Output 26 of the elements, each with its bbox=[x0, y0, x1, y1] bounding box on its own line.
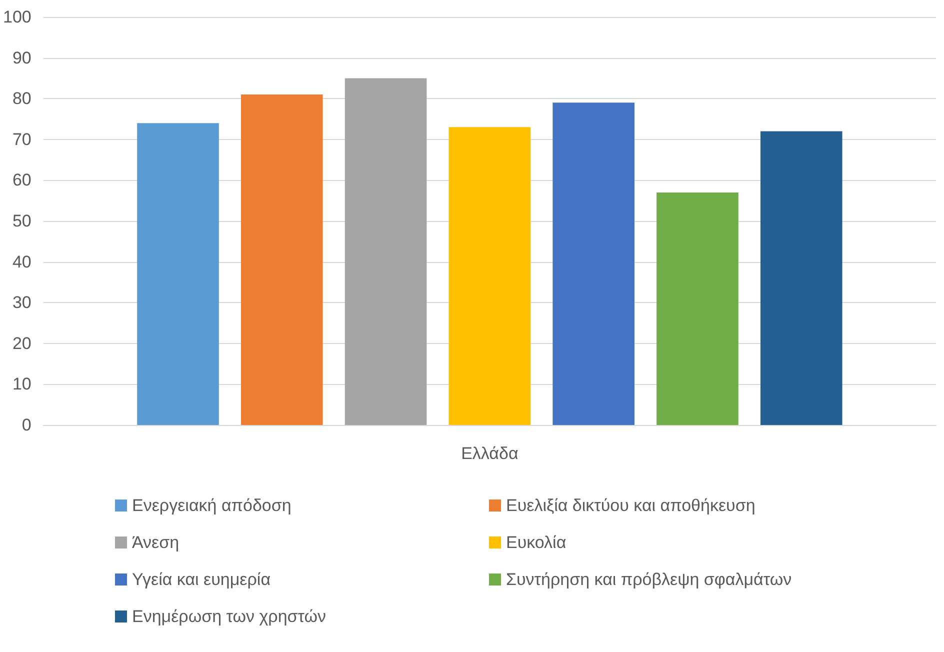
y-tick-label: 70 bbox=[12, 130, 32, 149]
legend-label: Άνεση bbox=[132, 533, 180, 552]
bar bbox=[760, 131, 842, 425]
y-tick-label: 80 bbox=[12, 89, 32, 108]
y-tick-label: 0 bbox=[22, 416, 32, 434]
x-tick-label: Ελλάδα bbox=[461, 444, 518, 463]
bar bbox=[656, 192, 738, 425]
legend-label: Ευκολία bbox=[506, 533, 566, 552]
bar bbox=[344, 78, 427, 425]
y-tick-label: 30 bbox=[12, 293, 32, 312]
y-tick-label: 40 bbox=[12, 252, 32, 272]
y-tick-label: 90 bbox=[12, 48, 32, 68]
bar bbox=[137, 123, 219, 425]
legend-label: Ενημέρωση των χρηστών bbox=[132, 607, 326, 626]
legend-label: Συντήρηση και πρόβλεψη σφαλμάτων bbox=[506, 570, 792, 589]
bar bbox=[448, 127, 531, 425]
bar bbox=[552, 102, 634, 425]
legend-label: Ευελιξία δικτύου και αποθήκευση bbox=[506, 496, 756, 515]
bar bbox=[240, 94, 323, 425]
y-tick-label: 100 bbox=[2, 8, 32, 26]
y-tick-label: 20 bbox=[12, 334, 32, 353]
y-tick-label: 50 bbox=[12, 212, 32, 230]
y-tick-label: 60 bbox=[12, 170, 32, 190]
y-tick-label: 10 bbox=[12, 374, 32, 394]
legend-label: Ενεργειακή απόδοση bbox=[132, 496, 292, 515]
legend-label: Υγεία και ευημερία bbox=[132, 570, 271, 589]
